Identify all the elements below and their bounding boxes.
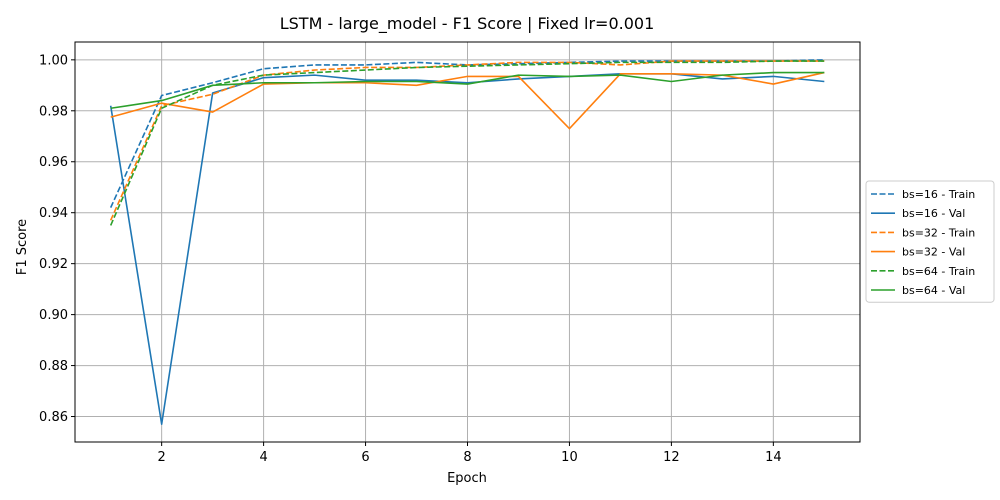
x-tick-label: 10 (561, 450, 578, 465)
legend: bs=16 - Train bs=16 - Val bs=32 - Train bs=… (865, 180, 995, 303)
y-tick-label: 0.96 (39, 155, 68, 170)
y-tick-label: 1.00 (39, 53, 68, 68)
series-line-bs-32-train (109, 60, 825, 221)
y-tick-label: 0.90 (39, 308, 68, 323)
legend-label: bs=16 - Val (902, 207, 965, 220)
x-axis-label: Epoch (447, 471, 487, 486)
y-tick-label: 0.86 (39, 410, 68, 425)
legend-label: bs=64 - Val (902, 284, 965, 297)
y-tick-label: 0.98 (39, 104, 68, 119)
x-tick-label: 12 (663, 450, 680, 465)
legend-label: bs=32 - Train (902, 226, 975, 239)
series-line-bs-64-val (110, 71, 825, 110)
ticks: 2 4 6 8 10 12 14 0.86 0.88 0.90 0.92 0.94 0.96 0.98 1.… (39, 53, 782, 465)
x-tick-label: 2 (158, 450, 166, 465)
series-line-bs-32-val (110, 71, 825, 130)
x-tick-label: 4 (259, 450, 267, 465)
x-tick-label: 14 (765, 450, 782, 465)
y-tick-label: 0.92 (39, 257, 68, 272)
y-tick-label: 0.88 (39, 359, 68, 374)
legend-box (865, 180, 995, 303)
x-tick-label: 6 (361, 450, 369, 465)
series-line-bs-64-train (109, 60, 825, 226)
grid (75, 42, 860, 442)
chart-title: LSTM - large_model - F1 Score | Fixed lr… (280, 14, 655, 34)
y-tick-label: 0.94 (39, 206, 68, 221)
legend-label: bs=16 - Train (902, 188, 975, 201)
y-axis-label: F1 Score (15, 219, 30, 275)
legend-label: bs=64 - Train (902, 265, 975, 278)
x-tick-label: 8 (463, 450, 471, 465)
series-layer (109, 59, 825, 425)
legend-label: bs=32 - Val (902, 246, 965, 259)
